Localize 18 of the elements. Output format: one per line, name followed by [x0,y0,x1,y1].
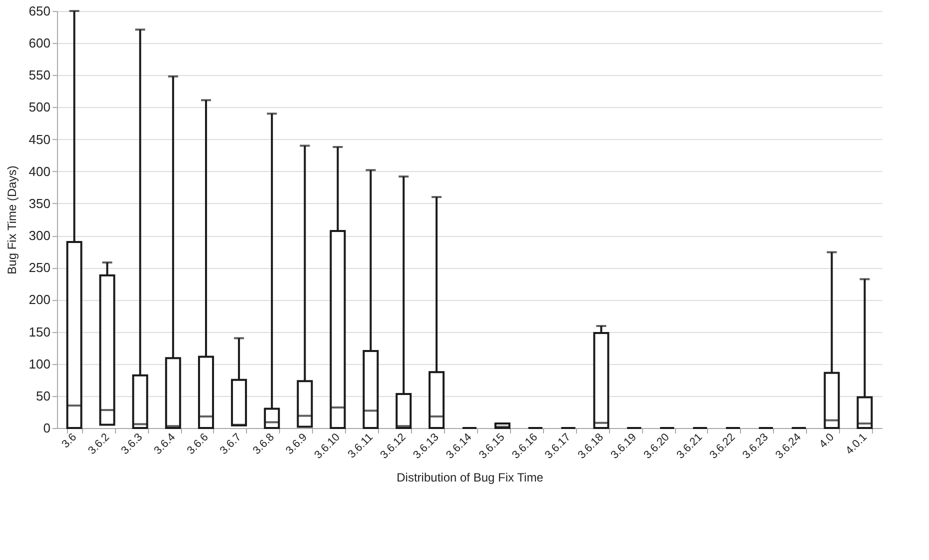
y-tick-label: 250 [28,260,50,276]
y-tick-label: 650 [28,4,50,18]
y-tick-label: 0 [43,420,50,436]
x-tick-label: 4.0 [817,431,837,451]
y-tick-label: 50 [36,388,50,404]
y-tick-label: 150 [28,324,50,340]
y-tick-label: 450 [28,132,50,147]
y-axis-title: Bug Fix Time (Days) [4,166,19,274]
y-tick-label: 200 [28,292,50,308]
y-tick-label: 500 [28,100,50,115]
y-tick-label: 350 [28,196,50,211]
x-tick-label: 3.6 [60,431,80,451]
y-tick-label: 400 [28,164,50,179]
y-tick-label: 300 [28,228,50,244]
y-tick-label: 550 [28,68,50,83]
y-tick-label: 100 [28,356,50,372]
y-tick-label: 600 [28,36,50,51]
x-axis-title: Distribution of Bug Fix Time [396,470,544,485]
